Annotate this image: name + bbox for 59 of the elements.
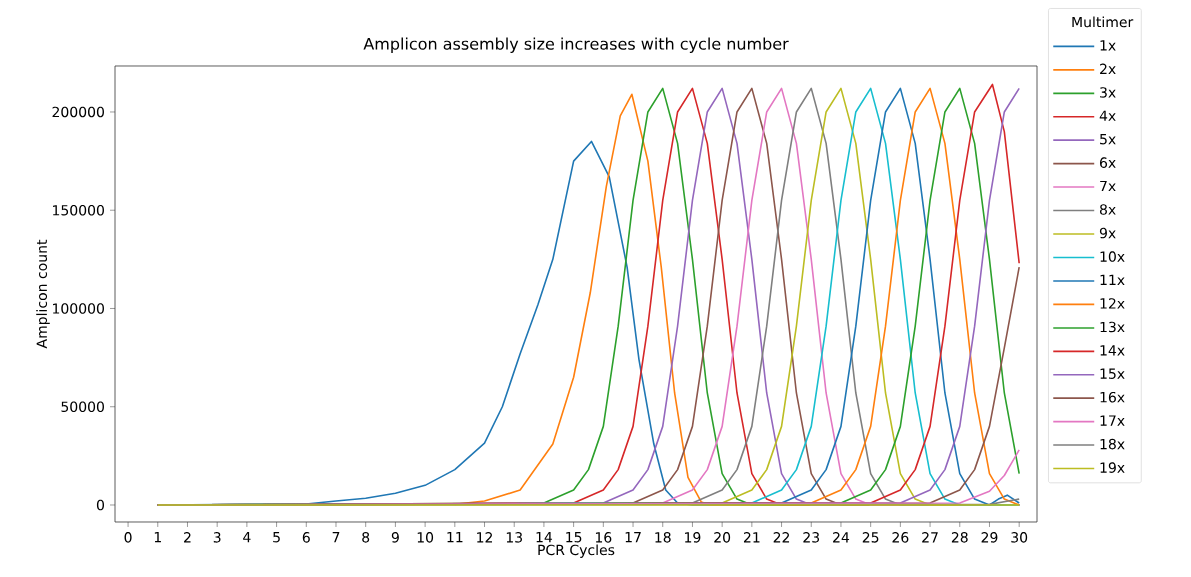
legend-label: 5x (1100, 134, 1116, 145)
legend-label: 12x (1100, 298, 1125, 309)
x-tick-label: 24 (833, 532, 850, 543)
x-tick-label: 19 (685, 532, 701, 543)
x-tick-label: 7 (332, 532, 340, 543)
x-tick-label: 16 (595, 532, 612, 543)
x-tick-label: 9 (391, 532, 399, 543)
legend-label: 13x (1100, 321, 1125, 333)
legend-label: 11x (1100, 274, 1125, 286)
x-tick-label: 5 (273, 532, 280, 543)
x-tick-label: 23 (803, 532, 820, 543)
y-tick-label: 200000 (52, 106, 104, 118)
x-tick-label: 25 (862, 532, 879, 543)
x-tick-label: 29 (981, 532, 998, 543)
x-tick-label: 12 (477, 532, 493, 543)
x-tick-label: 28 (951, 532, 968, 543)
legend-label: 3x (1100, 87, 1116, 98)
legend-label: 18x (1100, 438, 1125, 450)
x-tick-label: 20 (714, 532, 731, 543)
legend-label: 19x (1100, 462, 1125, 473)
x-tick-label: 4 (243, 532, 251, 543)
x-tick-label: 22 (773, 532, 790, 543)
x-tick-label: 1 (154, 532, 161, 543)
y-axis-title: Amplicon count (36, 239, 50, 349)
x-tick-label: 10 (417, 532, 434, 543)
legend-label: 16x (1100, 391, 1125, 403)
x-tick-label: 0 (124, 532, 132, 543)
legend-title: Multimer (1072, 16, 1134, 28)
x-tick-label: 6 (302, 532, 310, 543)
x-tick-label: 11 (447, 532, 463, 543)
x-tick-label: 15 (566, 532, 582, 543)
legend-label: 6x (1100, 157, 1116, 168)
x-tick-label: 13 (506, 532, 522, 543)
x-tick-label: 17 (625, 532, 641, 543)
x-tick-label: 30 (1011, 532, 1028, 543)
chart-title: Amplicon assembly size increases with cycle number (363, 37, 789, 53)
legend-label: 10x (1100, 251, 1125, 262)
legend-label: 14x (1100, 345, 1125, 356)
x-tick-label: 27 (922, 532, 938, 543)
y-tick-label: 0 (96, 499, 104, 511)
y-tick-label: 100000 (53, 303, 104, 314)
x-tick-label: 18 (655, 532, 671, 543)
x-tick-label: 3 (213, 532, 221, 543)
legend-label: 8x (1099, 204, 1116, 215)
x-tick-label: 14 (536, 532, 553, 543)
x-tick-label: 2 (184, 532, 191, 543)
legend-label: 15x (1100, 368, 1125, 379)
legend-label: 7x (1100, 180, 1116, 192)
legend-label: 1x (1100, 40, 1116, 51)
x-tick-label: 8 (362, 532, 370, 543)
x-tick-label: 26 (892, 532, 909, 543)
legend-label: 2x (1100, 63, 1116, 74)
legend-label: 9x (1099, 227, 1116, 239)
x-axis-title: PCR Cycles (538, 544, 615, 558)
legend-label: 4x (1099, 110, 1116, 121)
y-tick-label: 150000 (53, 204, 104, 216)
y-tick-label: 50000 (61, 401, 104, 413)
legend-label: 17x (1100, 415, 1125, 426)
x-tick-label: 21 (743, 532, 760, 543)
